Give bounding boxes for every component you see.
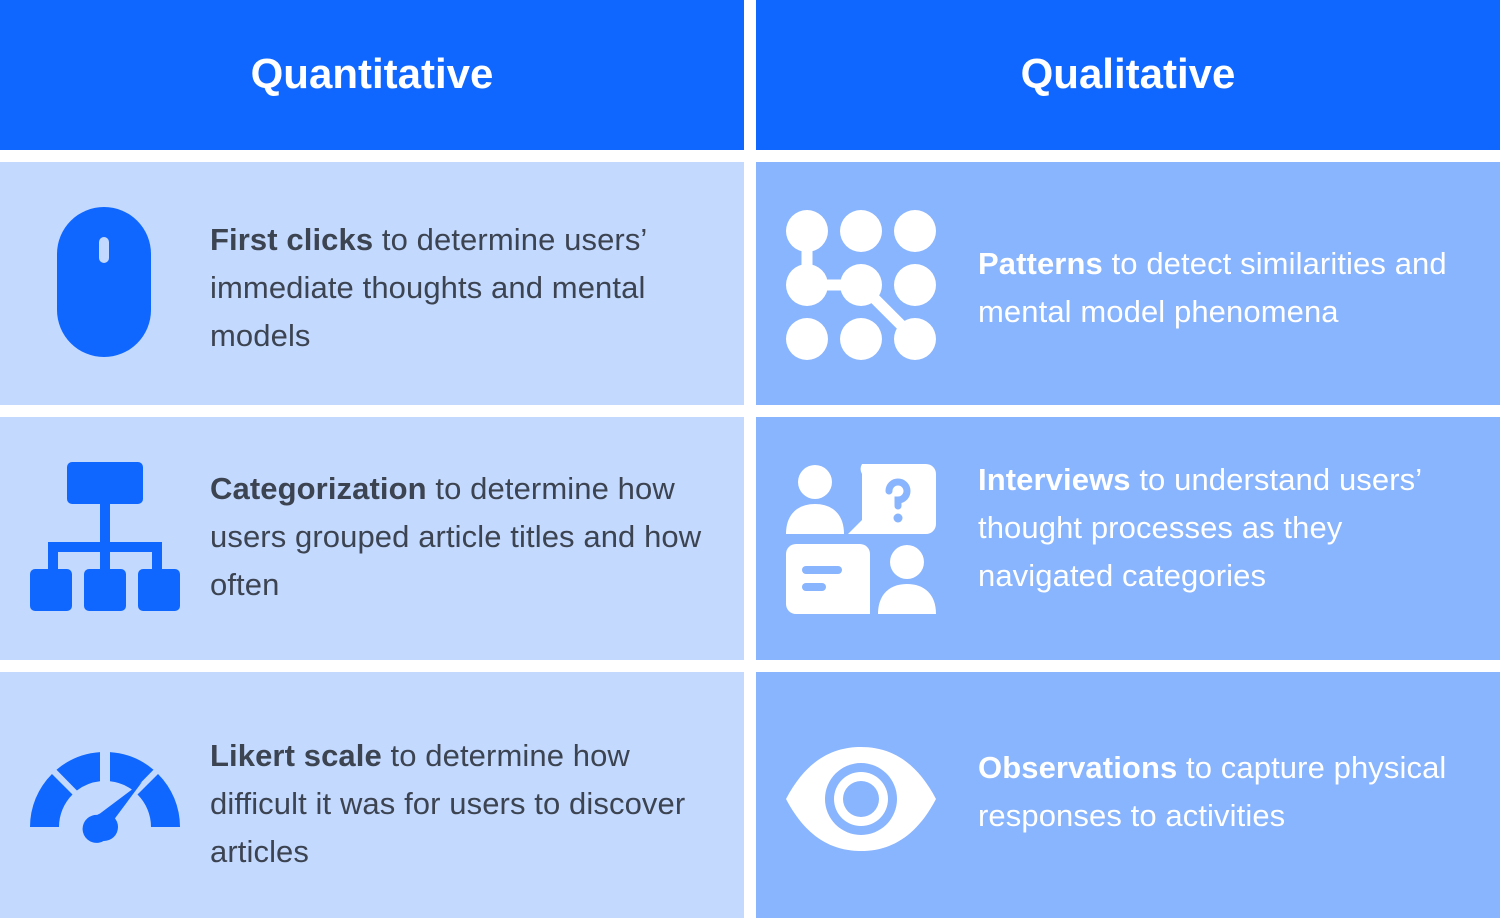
categorization-text: Categorization to determine how users gr… [210,465,720,609]
quantitative-item-first-clicks: First clicks to determine users’ immedia… [0,162,744,405]
first-clicks-description: to determine users’ immediate thoughts a… [210,222,647,353]
likert-scale-description: to determine how difficult it was for us… [210,738,686,869]
pattern-dots-icon [786,210,936,360]
interviews-term: Interviews [978,462,1131,497]
mouse-icon [57,207,151,357]
observations-description: to capture physical responses to activit… [978,750,1447,833]
quantitative-item-categorization: Categorization to determine how users gr… [0,417,744,660]
categorization-description: to determine how users grouped article t… [210,471,702,602]
interviews-description: to understand users’ thought processes a… [978,462,1422,593]
likert-scale-term: Likert scale [210,738,382,773]
patterns-term: Patterns [978,246,1103,281]
interview-chat-icon [786,464,936,614]
qualitative-header-label: Qualitative [1020,50,1236,97]
first-clicks-text: First clicks to determine users’ immedia… [210,216,720,360]
gauge-icon [30,747,180,847]
qualitative-header: Qualitative [756,0,1500,150]
observations-term: Observations [978,750,1178,785]
likert-scale-text: Likert scale to determine how difficult … [210,732,720,876]
quantitative-header-label: Quantitative [250,50,494,97]
quantitative-item-likert-scale: Likert scale to determine how difficult … [0,672,744,918]
patterns-description: to detect similarities and mental model … [978,246,1447,329]
categorization-term: Categorization [210,471,427,506]
first-clicks-term: First clicks [210,222,374,257]
observations-text: Observations to capture physical respons… [978,744,1478,840]
qualitative-item-interviews: Interviews to understand users’ thought … [756,417,1500,660]
hierarchy-icon [30,462,180,612]
qualitative-item-patterns: Patterns to detect similarities and ment… [756,162,1500,405]
eye-icon [786,747,936,851]
quantitative-header: Quantitative [0,0,744,150]
qualitative-item-observations: Observations to capture physical respons… [756,672,1500,918]
interviews-text: Interviews to understand users’ thought … [978,456,1478,600]
patterns-text: Patterns to detect similarities and ment… [978,240,1478,336]
